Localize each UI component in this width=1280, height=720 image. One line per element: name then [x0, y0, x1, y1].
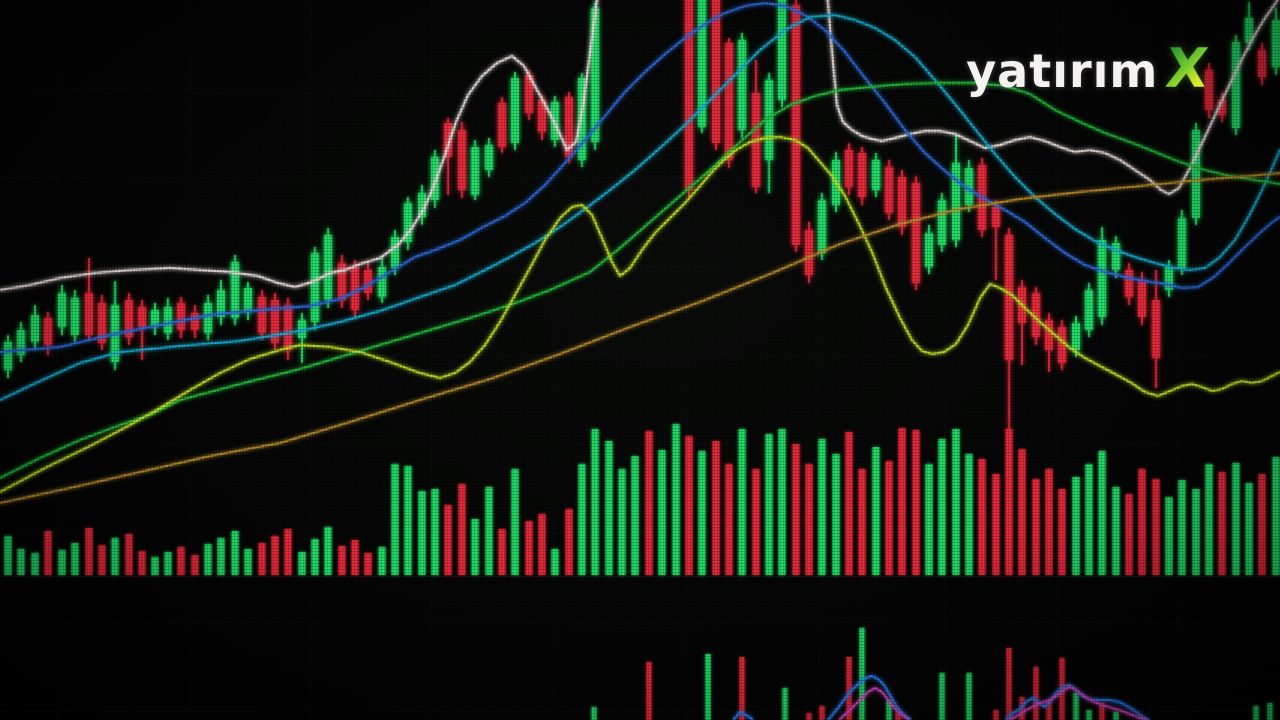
brand-logo: yatırım X: [966, 37, 1212, 100]
brand-x-mark: X: [1163, 37, 1212, 100]
brand-wordmark: yatırım: [966, 44, 1159, 98]
